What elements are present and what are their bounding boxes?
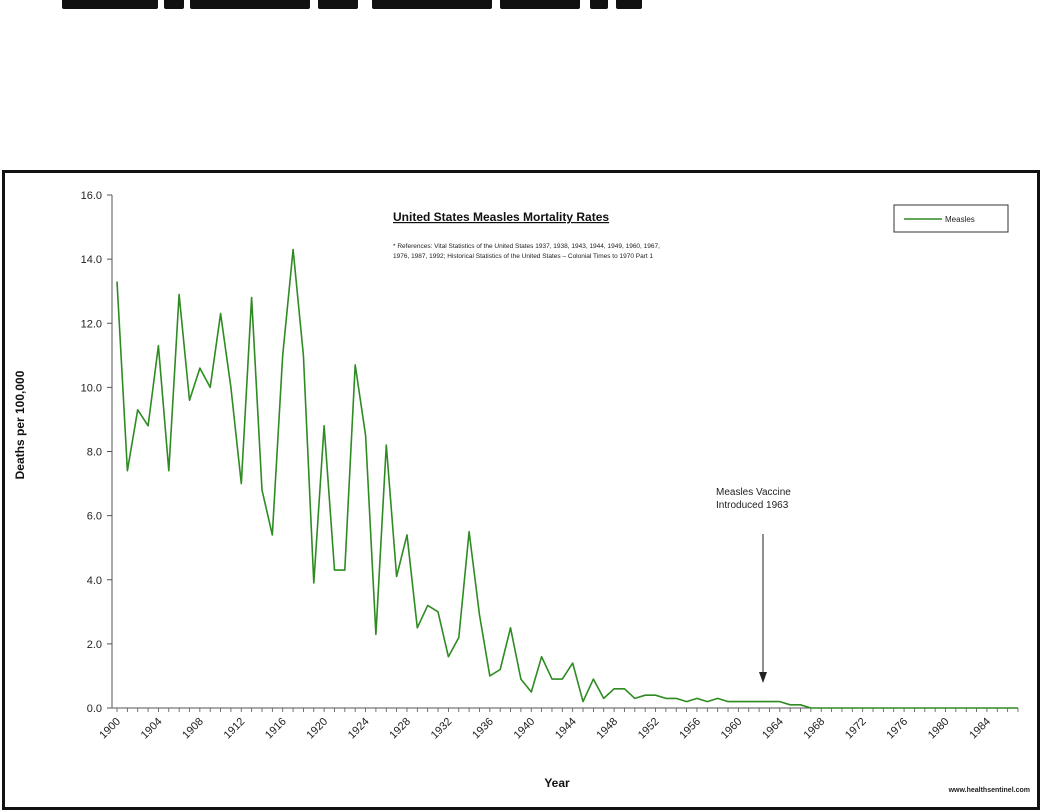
x-tick-label: 1908 xyxy=(180,716,206,742)
x-tick-label: 1960 xyxy=(719,716,745,742)
cropped-top-text xyxy=(0,0,1044,10)
x-axis-ticks: 1900 1904 1908 1912 1916 1920 1924 1928 1932 1936… xyxy=(97,708,1019,742)
x-tick-label: 1972 xyxy=(843,716,869,742)
x-tick-label: 1964 xyxy=(760,716,786,742)
x-tick-label: 1936 xyxy=(470,716,496,742)
x-tick-label: 1968 xyxy=(802,716,828,742)
y-tick-label: 12.0 xyxy=(81,318,102,330)
y-tick-label: 8.0 xyxy=(87,447,102,459)
y-axis-title: Deaths per 100,000 xyxy=(13,370,27,479)
references-line-1: * References: Vital Statistics of the Un… xyxy=(393,243,660,250)
series-line-measles xyxy=(116,248,1018,709)
annotation-line-1: Measles Vaccine xyxy=(716,487,791,498)
x-tick-label: 1952 xyxy=(636,716,662,742)
y-axis-ticks: 0.0 2.0 4.0 6.0 8.0 10.0 12.0 14.0 16.0 xyxy=(81,190,112,715)
x-axis-title: Year xyxy=(544,776,570,790)
legend-label-measles: Measles xyxy=(945,215,975,224)
x-tick-label: 1916 xyxy=(263,716,289,742)
y-tick-label: 0.0 xyxy=(87,703,102,715)
x-tick-label: 1944 xyxy=(553,716,579,742)
x-tick-label: 1900 xyxy=(97,716,123,742)
x-tick-label: 1924 xyxy=(346,716,372,742)
vaccine-annotation: Measles Vaccine Introduced 1963 xyxy=(716,487,791,683)
x-tick-label: 1956 xyxy=(677,716,703,742)
x-tick-label: 1948 xyxy=(594,716,620,742)
x-tick-label: 1904 xyxy=(139,716,165,742)
x-tick-label: 1940 xyxy=(512,716,538,742)
x-tick-label: 1980 xyxy=(926,716,952,742)
x-tick-label: 1920 xyxy=(304,716,330,742)
y-tick-label: 4.0 xyxy=(87,575,102,587)
chart-frame xyxy=(2,170,1040,810)
legend: Measles xyxy=(893,204,1009,233)
source-credit: www.healthsentinel.com xyxy=(948,787,1030,794)
x-tick-label: 1932 xyxy=(429,716,455,742)
series-layer xyxy=(116,248,1018,709)
references-line-2: 1976, 1987, 1992; Historical Statistics … xyxy=(393,253,654,260)
y-tick-label: 14.0 xyxy=(81,254,102,266)
y-tick-label: 10.0 xyxy=(81,382,102,394)
x-tick-label: 1984 xyxy=(967,716,993,742)
annotation-line-2: Introduced 1963 xyxy=(716,500,789,511)
y-tick-label: 16.0 xyxy=(81,190,102,202)
chart-title: United States Measles Mortality Rates xyxy=(393,210,609,224)
x-tick-label: 1976 xyxy=(884,716,910,742)
annotation-arrow-head xyxy=(759,672,767,683)
y-tick-label: 2.0 xyxy=(87,639,102,651)
x-tick-label: 1912 xyxy=(222,716,248,742)
y-tick-label: 6.0 xyxy=(87,511,102,523)
x-tick-label: 1928 xyxy=(387,716,413,742)
axes xyxy=(111,195,1018,709)
